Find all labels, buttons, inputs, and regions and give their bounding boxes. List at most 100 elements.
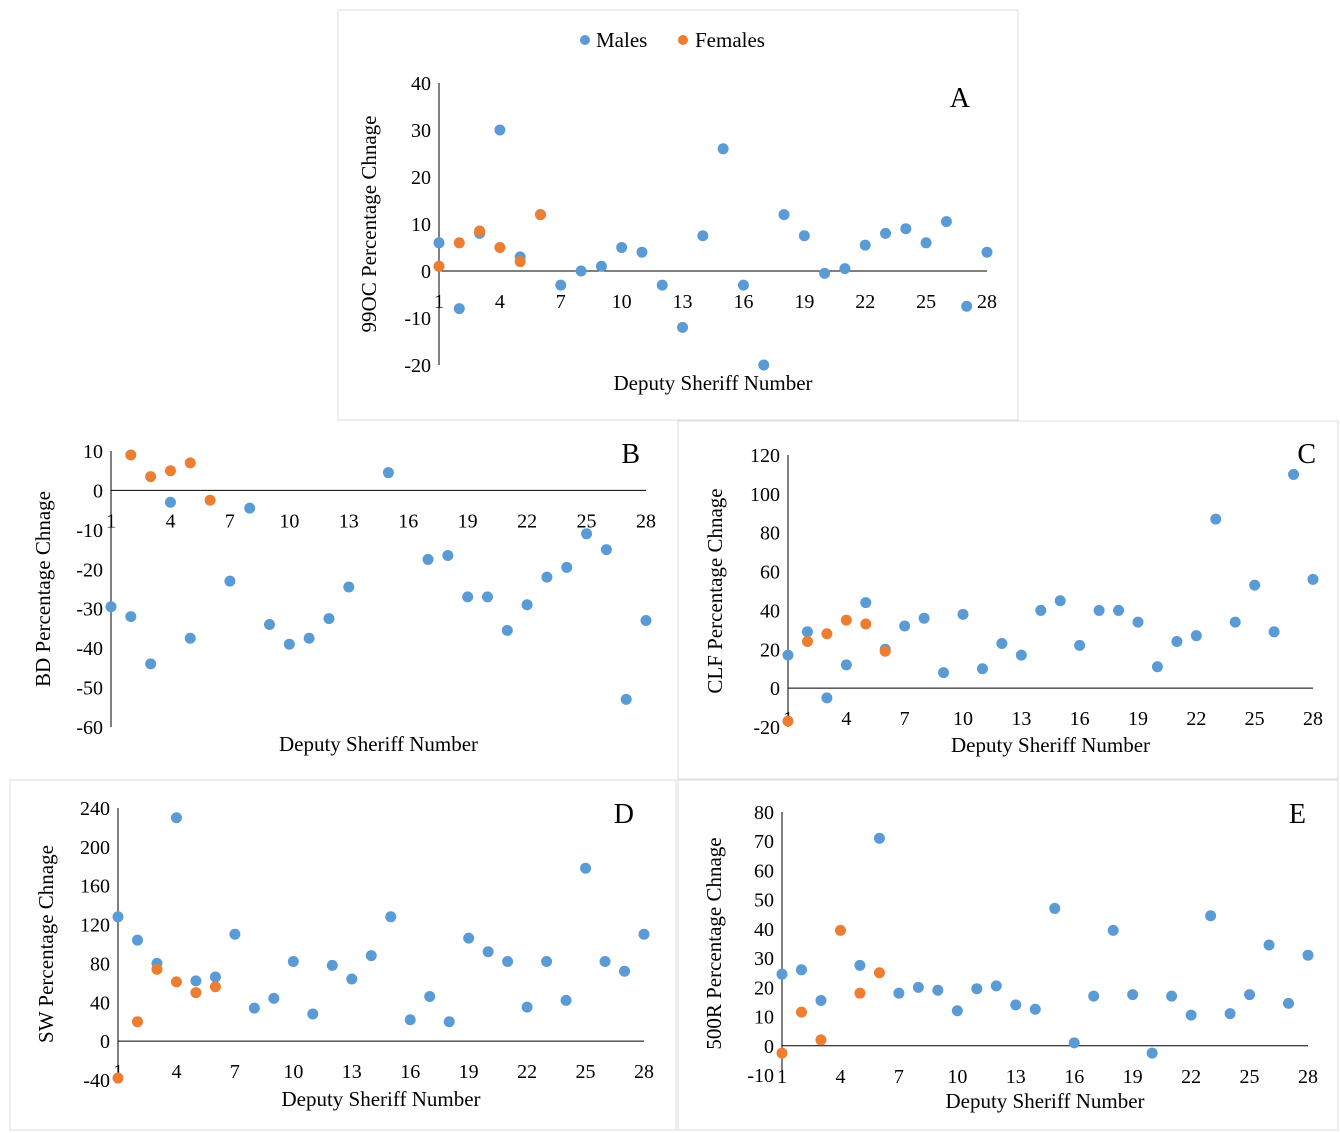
y-tick-label-e: -10	[747, 1065, 774, 1087]
point-males-b	[303, 632, 315, 644]
panel-e-border	[677, 779, 1339, 1131]
x-tick-label-c: 19	[1128, 708, 1148, 730]
y-tick-label-b: 0	[93, 480, 103, 502]
point-males-c	[957, 608, 969, 620]
point-males-e	[1088, 990, 1100, 1002]
point-males-d	[248, 1002, 260, 1014]
point-females-b	[125, 449, 137, 461]
y-tick-label-a: 40	[411, 73, 431, 95]
point-males-d	[287, 955, 299, 967]
x-tick-label-b: 25	[577, 510, 597, 532]
point-males-e	[932, 984, 944, 996]
point-males-c	[1171, 636, 1183, 648]
y-tick-label-e: 60	[754, 860, 774, 882]
point-males-d	[482, 946, 494, 958]
x-tick-label-e: 7	[894, 1066, 904, 1088]
x-tick-label-c: 16	[1070, 708, 1090, 730]
x-tick-label-e: 25	[1240, 1066, 1260, 1088]
point-males-d	[443, 1016, 455, 1028]
y-tick-label-a: 10	[411, 214, 431, 236]
x-tick-label-e: 16	[1064, 1066, 1084, 1088]
point-males-e	[854, 959, 866, 971]
chart-panel-e: -10 0 10 20 30 40 50 60 70 80 1 4 7 10 13 16 19 22 25 28 Dep…	[702, 799, 1318, 1113]
y-axis-label-e: 500R Percentage Chnage	[702, 837, 726, 1049]
point-males-b	[145, 658, 157, 670]
point-males-d	[463, 932, 475, 944]
point-females-b	[184, 457, 196, 469]
x-tick-label-c: 22	[1186, 708, 1206, 730]
point-males-c	[1054, 595, 1066, 607]
point-males-a	[433, 237, 445, 249]
point-males-d	[560, 994, 572, 1006]
point-males-b	[501, 624, 513, 636]
x-tick-label-b: 28	[636, 510, 656, 532]
x-tick-label-d: 1	[113, 1061, 123, 1083]
point-males-a	[677, 321, 689, 333]
point-males-d	[112, 911, 124, 923]
point-females-a	[534, 209, 546, 221]
point-males-b	[343, 581, 355, 593]
point-males-a	[859, 239, 871, 251]
point-males-a	[636, 246, 648, 258]
point-males-b	[382, 467, 394, 479]
point-females-e	[795, 1006, 807, 1018]
point-males-d	[326, 959, 338, 971]
point-males-d	[580, 862, 592, 874]
x-tick-label-a: 19	[794, 291, 814, 313]
x-tick-label-e: 19	[1123, 1066, 1143, 1088]
point-males-e	[1224, 1008, 1236, 1020]
point-males-d	[619, 965, 631, 977]
point-males-d	[346, 973, 358, 985]
point-males-e	[1068, 1037, 1080, 1049]
y-tick-label-e: 0	[764, 1036, 774, 1058]
x-axis-label-b: Deputy Sheriff Number	[279, 732, 478, 756]
x-tick-label-c: 13	[1011, 708, 1031, 730]
y-tick-label-b: -10	[76, 520, 103, 542]
point-males-b	[561, 561, 573, 573]
point-males-d	[229, 928, 241, 940]
point-males-e	[951, 1005, 963, 1017]
point-males-e	[1029, 1003, 1041, 1015]
point-males-e	[912, 981, 924, 993]
x-tick-label-b: 7	[225, 510, 235, 532]
point-females-b	[204, 494, 216, 506]
point-males-e	[1283, 997, 1295, 1009]
y-tick-label-d: 0	[100, 1031, 110, 1053]
x-axis-label-e: Deputy Sheriff Number	[945, 1089, 1144, 1113]
point-males-a	[961, 300, 973, 312]
point-males-c	[1229, 616, 1241, 628]
y-tick-label-d: 160	[80, 876, 110, 898]
point-females-a	[433, 260, 445, 272]
point-males-e	[1049, 902, 1061, 914]
point-males-e	[795, 964, 807, 976]
point-males-a	[453, 303, 465, 315]
point-males-e	[1244, 989, 1256, 1001]
point-males-d	[190, 975, 202, 987]
point-females-e	[873, 967, 885, 979]
point-males-c	[860, 597, 872, 609]
y-tick-label-a: 20	[411, 167, 431, 189]
point-males-b	[164, 496, 176, 508]
chart-panel-b: -60 -50 -40 -30 -20 -10 0 10 1 4 7 10 13 16 19 22 25 28 De…	[31, 439, 656, 756]
y-tick-label-b: -20	[76, 559, 103, 581]
point-males-e	[1127, 989, 1139, 1001]
point-males-c	[1249, 579, 1261, 591]
y-tick-label-c: 100	[750, 484, 780, 506]
point-males-a	[778, 209, 790, 221]
panel-d-border	[9, 779, 677, 1131]
point-males-e	[1107, 924, 1119, 936]
point-females-c	[782, 715, 794, 727]
point-males-d	[209, 971, 221, 983]
point-males-c	[918, 612, 930, 624]
point-females-c	[801, 636, 813, 648]
point-females-a	[494, 242, 506, 253]
x-tick-label-c: 28	[1303, 708, 1323, 730]
x-tick-label-d: 28	[634, 1061, 654, 1083]
point-males-e	[776, 968, 788, 980]
y-tick-label-a: -20	[404, 355, 431, 377]
x-tick-label-a: 1	[434, 291, 444, 313]
point-females-a	[474, 225, 486, 237]
point-females-a	[514, 256, 526, 268]
y-tick-label-d: 40	[90, 992, 110, 1014]
